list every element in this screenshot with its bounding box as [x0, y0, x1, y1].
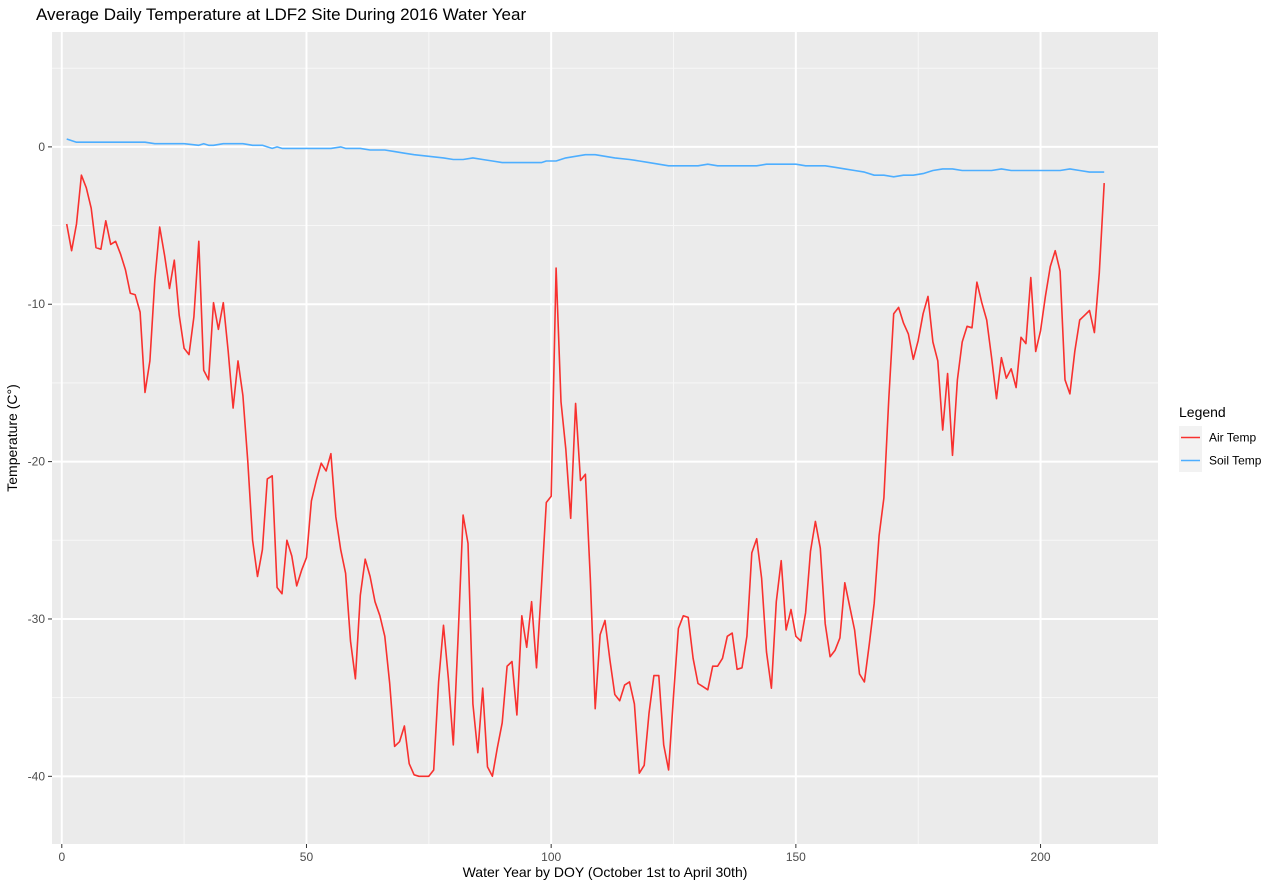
y-axis-title: Temperature (C°) — [4, 384, 20, 492]
legend-items: Air Temp Soil Temp — [1179, 426, 1262, 472]
y-tick-label: -40 — [28, 769, 46, 783]
legend: Legend Air Temp Soil Temp — [1179, 404, 1262, 472]
x-tick-label: 100 — [541, 850, 561, 864]
soil-temp-line — [66, 138, 1105, 178]
grid-layer — [52, 32, 1158, 844]
legend-label-soil-temp: Soil Temp — [1209, 454, 1262, 468]
x-tick-label: 50 — [300, 850, 314, 864]
air-temp-line — [65, 174, 1105, 778]
series-layer — [65, 138, 1105, 778]
y-tick-label: -10 — [28, 297, 46, 311]
plot-panel — [52, 32, 1158, 844]
tick-layer: 0 50 100 150 200 0 -10 -20 -30 -40 — [28, 140, 1051, 864]
y-tick-label: -30 — [28, 612, 46, 626]
y-tick-label: 0 — [38, 140, 45, 154]
legend-title: Legend — [1179, 404, 1226, 420]
x-tick-label: 150 — [786, 850, 806, 864]
x-tick-label: 200 — [1031, 850, 1051, 864]
x-axis-title: Water Year by DOY (October 1st to April … — [463, 864, 748, 880]
chart-title: Average Daily Temperature at LDF2 Site D… — [36, 5, 526, 24]
x-tick-label: 0 — [58, 850, 65, 864]
legend-label-air-temp: Air Temp — [1209, 431, 1256, 445]
y-tick-label: -20 — [28, 455, 46, 469]
